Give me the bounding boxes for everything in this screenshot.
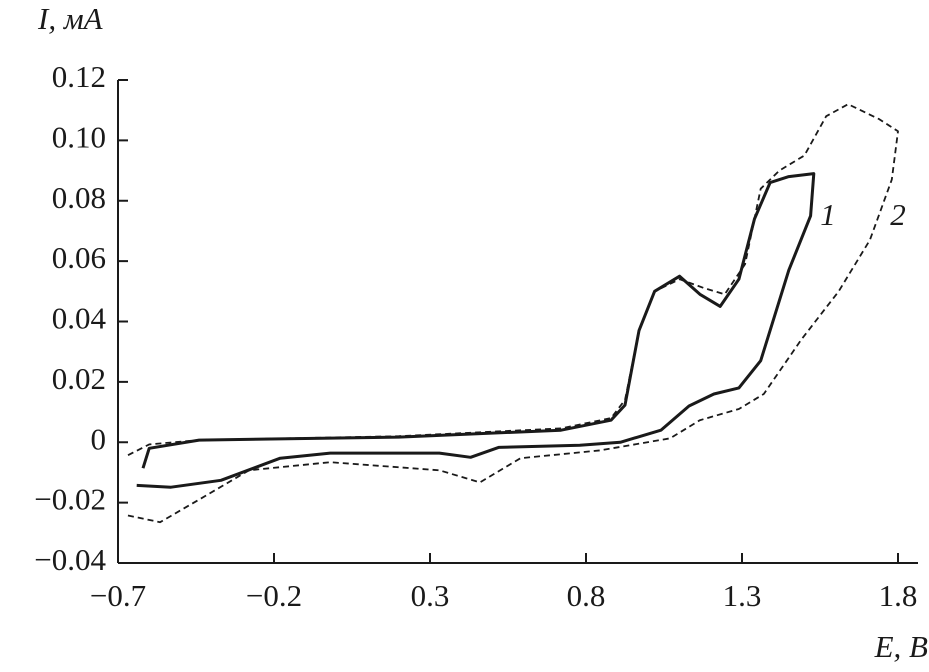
x-tick-label: −0.7 bbox=[90, 578, 146, 613]
y-tick-label: 0.08 bbox=[52, 180, 106, 215]
y-tick-label: 0.12 bbox=[52, 59, 106, 94]
series-line bbox=[136, 172, 816, 489]
y-tick-label: −0.02 bbox=[34, 482, 106, 517]
y-tick-label: 0.04 bbox=[52, 301, 107, 336]
series-label: 2 bbox=[890, 197, 906, 232]
series-label: 1 bbox=[820, 197, 836, 232]
y-tick-label: 0.10 bbox=[52, 119, 106, 154]
series-line bbox=[124, 103, 899, 524]
x-tick-label: 0.3 bbox=[411, 578, 450, 613]
y-tick-label: 0.06 bbox=[52, 240, 106, 275]
x-tick-label: 1.3 bbox=[723, 578, 762, 613]
x-axis-label: E, В bbox=[874, 629, 928, 664]
x-tick-label: 1.8 bbox=[879, 578, 918, 613]
y-tick-label: 0 bbox=[91, 421, 107, 456]
y-tick-label: 0.02 bbox=[52, 361, 106, 396]
x-tick-label: −0.2 bbox=[246, 578, 302, 613]
x-tick-label: 0.8 bbox=[567, 578, 606, 613]
y-tick-label: −0.04 bbox=[34, 542, 106, 577]
y-axis-label: I, мА bbox=[37, 1, 104, 36]
